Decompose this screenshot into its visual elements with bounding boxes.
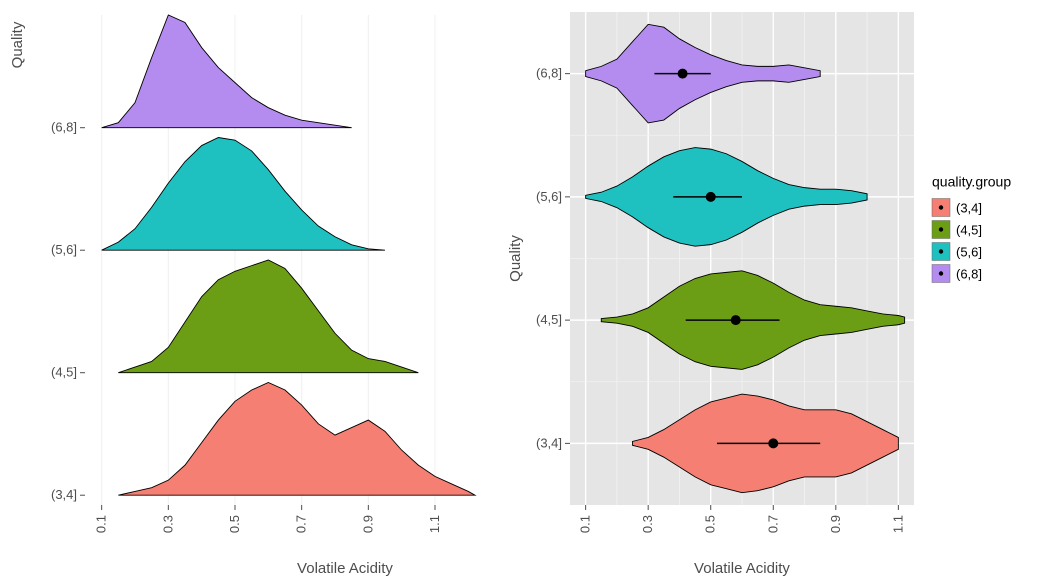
- ytick-label: (4,5]: [51, 365, 77, 380]
- mean-point: [731, 315, 741, 325]
- xtick-label: 0.9: [828, 515, 843, 533]
- xtick-label: 0.7: [765, 515, 780, 533]
- xlabel: Volatile Acidity: [694, 560, 790, 577]
- legend-label: (3,4]: [956, 201, 982, 216]
- xtick-label: 0.1: [578, 515, 593, 533]
- ridgeline-svg: (3,4] (4,5] (5,6] (6,8] 0.1 0.3 0.5 0.7 0.9 1.1 Vo…: [0, 0, 500, 583]
- mean-point: [678, 69, 688, 79]
- xtick-label: 0.9: [360, 515, 375, 533]
- legend-label: (4,5]: [956, 223, 982, 238]
- right-panel-violin: (3,4] (4,5] (5,6] (6,8] 0.1 0.3 0.5 0.7 0.9 1.1 Vo…: [500, 0, 1039, 583]
- legend-title: quality.group: [932, 174, 1011, 190]
- ylabel: Quality: [507, 235, 524, 282]
- ylabel: Quality: [9, 21, 26, 68]
- left-panel-ridgeline: (3,4] (4,5] (5,6] (6,8] 0.1 0.3 0.5 0.7 0.9 1.1 Vo…: [0, 0, 500, 583]
- xtick-label: 0.5: [703, 515, 718, 533]
- xtick-label: 0.3: [640, 515, 655, 533]
- xtick-label: 0.1: [94, 515, 109, 533]
- legend-point-icon: [939, 227, 943, 231]
- ytick-label: (6,8]: [51, 120, 77, 135]
- xlabel: Volatile Acidity: [297, 560, 393, 577]
- ytick-label: (3,4]: [51, 487, 77, 502]
- legend-label: (5,6]: [956, 245, 982, 260]
- legend-point-icon: [939, 205, 943, 209]
- xtick-label: 0.3: [160, 515, 175, 533]
- legend-point-icon: [939, 271, 943, 275]
- legend-label: (6,8]: [956, 267, 982, 282]
- ytick-label: (3,4]: [536, 435, 562, 450]
- ytick-label: (5,6]: [51, 242, 77, 257]
- mean-point: [706, 192, 716, 202]
- xtick-label: 0.5: [227, 515, 242, 533]
- xtick-label: 1.1: [427, 515, 442, 533]
- violin-svg: (3,4] (4,5] (5,6] (6,8] 0.1 0.3 0.5 0.7 0.9 1.1 Vo…: [500, 0, 1039, 583]
- chart-container: (3,4] (4,5] (5,6] (6,8] 0.1 0.3 0.5 0.7 0.9 1.1 Vo…: [0, 0, 1039, 583]
- legend-point-icon: [939, 249, 943, 253]
- ytick-label: (5,6]: [536, 189, 562, 204]
- ytick-label: (6,8]: [536, 66, 562, 81]
- ytick-label: (4,5]: [536, 312, 562, 327]
- xtick-label: 1.1: [890, 515, 905, 533]
- mean-point: [768, 438, 778, 448]
- xtick-label: 0.7: [294, 515, 309, 533]
